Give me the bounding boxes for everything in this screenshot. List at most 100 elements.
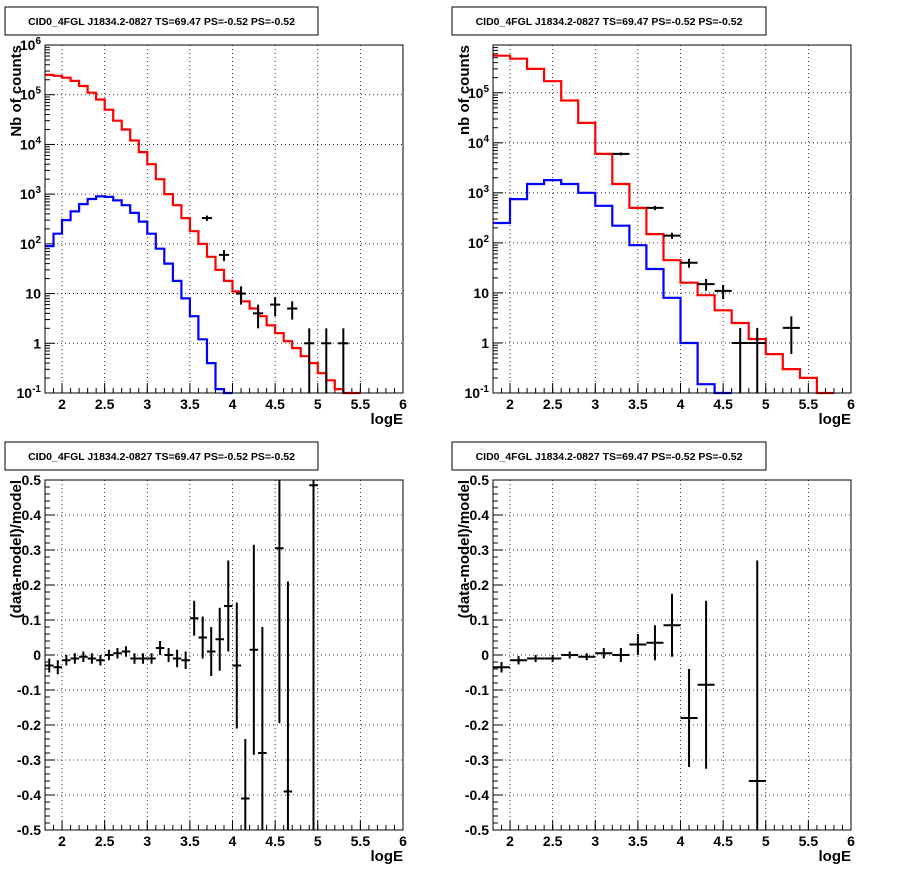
tick-label: 6 [847, 833, 855, 849]
data-point [189, 600, 199, 636]
data-point [201, 215, 213, 221]
tick-label: 10 [25, 286, 41, 302]
chart-title: CID0_4FGL J1834.2-0827 TS=69.47 PS=-0.52… [476, 451, 743, 463]
tick-label: 0.1 [22, 612, 42, 628]
tick-label: 2.5 [543, 396, 563, 412]
data-point [595, 648, 613, 659]
tick-label: 106 [20, 36, 42, 53]
tick-label: -0.5 [465, 822, 489, 838]
data-point [147, 653, 156, 664]
tick-label: -0.3 [465, 752, 489, 768]
data-point [172, 649, 182, 668]
plot-area [45, 45, 403, 393]
tick-label: 0.5 [22, 472, 42, 488]
tick-label: 0.5 [470, 472, 490, 488]
data-point [527, 655, 545, 662]
series-line-2 [45, 195, 233, 395]
tick-label: 104 [20, 135, 42, 152]
data-point [164, 648, 173, 662]
tick-label: 4 [677, 396, 685, 412]
tick-label: 0.2 [470, 577, 490, 593]
chart-panel-2: CID0_4FGL J1834.2-0827 TS=69.47 PS=-0.52… [451, 6, 855, 428]
tick-label: 0 [481, 647, 489, 663]
tick-label: 2 [58, 396, 66, 412]
data-point [663, 232, 681, 239]
tick-label: 2 [506, 396, 514, 412]
data-point [321, 328, 332, 393]
tick-label: 10-1 [17, 384, 42, 401]
data-point [218, 250, 230, 262]
title-box [451, 441, 767, 471]
tick-label: 105 [468, 84, 490, 101]
tick-label: 3 [143, 396, 151, 412]
tick-label: -0.2 [465, 717, 489, 733]
tick-label: 6 [847, 396, 855, 412]
data-point [113, 648, 122, 659]
tick-label: 103 [468, 184, 490, 201]
data-point [45, 658, 54, 673]
chart-title: CID0_4FGL J1834.2-0827 TS=69.47 PS=-0.52… [476, 16, 743, 28]
plot-frame [492, 44, 852, 394]
tick-label: 3.5 [628, 396, 648, 412]
data-point [612, 648, 630, 662]
data-point [697, 278, 715, 291]
tick-label: 3.5 [180, 396, 200, 412]
plot-area [493, 45, 851, 393]
chart-panel-1: CID0_4FGL J1834.2-0827 TS=69.47 PS=-0.52… [4, 6, 407, 428]
tick-label: 4.5 [265, 396, 285, 412]
data-point [680, 258, 698, 268]
tick-label: -0.3 [17, 752, 41, 768]
tick-label: 4.5 [713, 396, 733, 412]
tick-label: 0.3 [22, 542, 42, 558]
tick-label: 2.5 [543, 833, 563, 849]
data-point [544, 655, 562, 662]
x-axis-label: logE [819, 411, 852, 428]
data-point [510, 656, 528, 665]
tick-label: 4.5 [265, 833, 285, 849]
series-line-1 [45, 73, 361, 395]
data-point [612, 152, 630, 156]
tick-label: 4 [229, 396, 237, 412]
data-point [270, 297, 281, 317]
data-point [493, 662, 511, 673]
tick-label: -0.5 [17, 822, 41, 838]
chart-panel-4: CID0_4FGL J1834.2-0827 TS=69.47 PS=-0.52… [451, 441, 855, 865]
data-point [130, 653, 139, 664]
data-point [79, 651, 88, 662]
tick-label: 5 [314, 833, 322, 849]
data-point [309, 480, 318, 830]
data-point [283, 581, 293, 830]
title-box [451, 6, 767, 36]
plot-frame [44, 479, 404, 831]
data-point [96, 655, 105, 666]
chart-title: CID0_4FGL J1834.2-0827 TS=69.47 PS=-0.52… [28, 451, 295, 463]
tick-label: 5 [762, 396, 770, 412]
tick-label: 3 [591, 396, 599, 412]
tick-label: -0.1 [465, 682, 489, 698]
data-point [155, 641, 165, 655]
data-point [338, 328, 349, 393]
tick-label: 5.5 [799, 396, 819, 412]
data-point [561, 651, 579, 659]
data-point [304, 328, 315, 393]
data-point [198, 616, 207, 659]
x-axis-label: logE [371, 848, 404, 865]
data-point [629, 634, 647, 655]
plot-frame [44, 44, 404, 394]
data-point [241, 739, 250, 830]
tick-label: 5.5 [351, 833, 371, 849]
data-point [104, 649, 114, 661]
data-point [62, 655, 71, 666]
data-point [782, 316, 800, 355]
tick-label: 3.5 [180, 833, 200, 849]
data-point [70, 653, 80, 664]
tick-label: -0.4 [17, 787, 41, 803]
tick-label: 5 [762, 833, 770, 849]
tick-label: 0.1 [470, 612, 490, 628]
tick-label: 0.4 [470, 507, 490, 523]
title-box [4, 441, 319, 471]
tick-label: 2 [58, 833, 66, 849]
data-point [258, 627, 267, 830]
data-point [121, 646, 131, 657]
